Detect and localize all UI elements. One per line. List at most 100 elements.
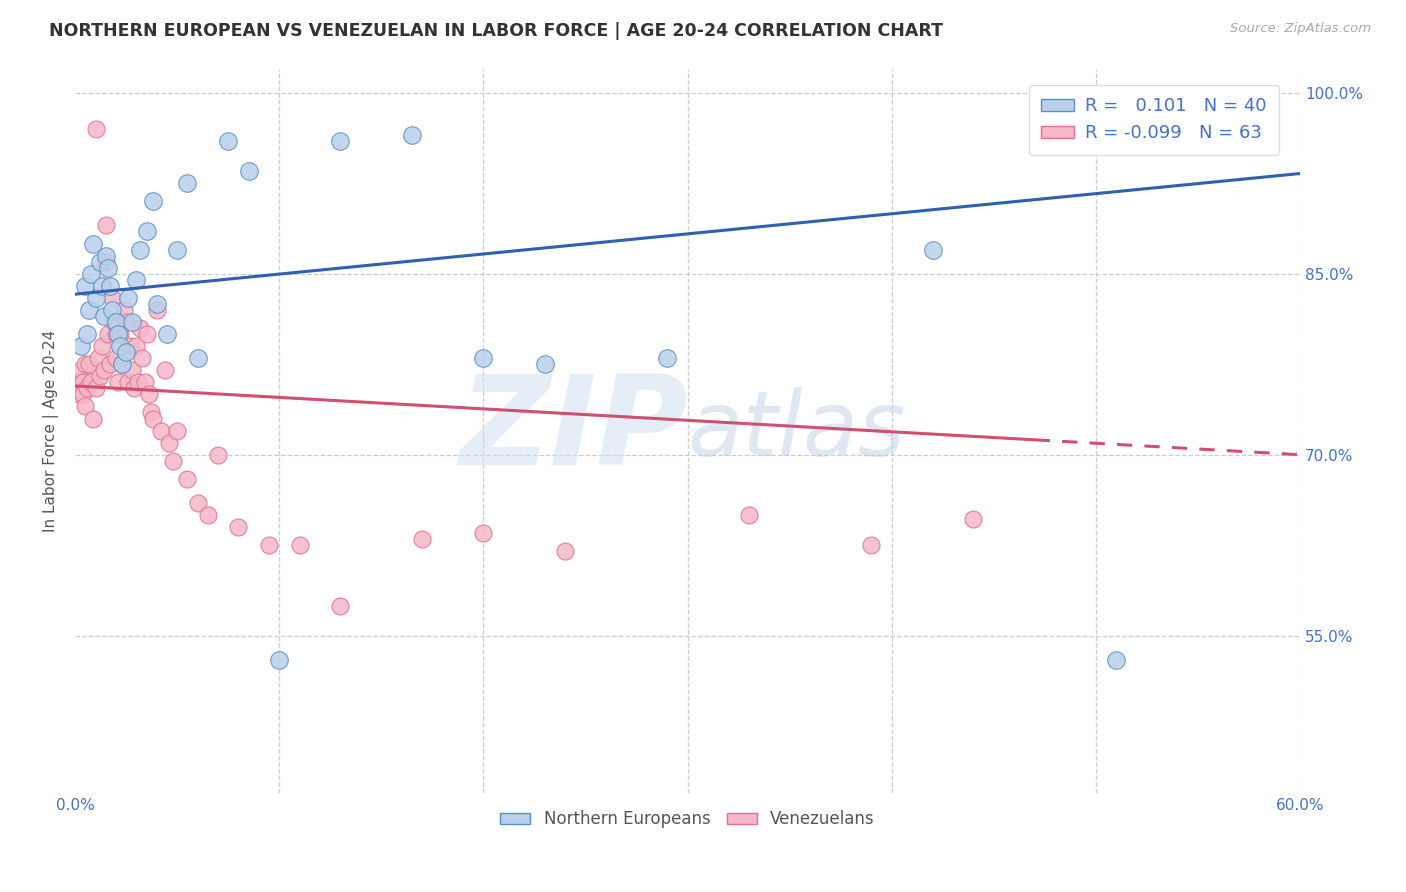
Point [75,278,97,293]
Point [655,351,678,366]
Point [94,254,117,268]
Point [166,424,188,438]
Point [228,520,250,534]
Point [111,357,134,371]
Point [238,164,260,178]
Point [149,424,172,438]
Point [329,599,352,613]
Point [135,224,157,238]
Point [66,376,89,390]
Point [67,387,90,401]
Legend: Northern Europeans, Venezuelans: Northern Europeans, Venezuelans [494,804,882,835]
Point [72,387,94,401]
Point [115,315,138,329]
Point [962,511,984,525]
Point [472,351,495,366]
Point [860,538,883,552]
Point [401,128,423,142]
Point [97,260,120,275]
Point [921,243,943,257]
Point [111,357,134,371]
Point [1105,653,1128,667]
Point [76,381,98,395]
Point [117,291,139,305]
Point [129,321,152,335]
Point [108,326,131,341]
Point [104,326,127,341]
Text: atlas: atlas [688,386,905,475]
Point [103,315,125,329]
Point [288,538,311,552]
Point [121,315,143,329]
Point [125,273,148,287]
Point [107,326,129,341]
Point [411,532,433,546]
Point [84,291,107,305]
Point [138,387,160,401]
Point [554,544,576,558]
Point [145,302,167,317]
Point [107,376,129,390]
Point [207,448,229,462]
Point [162,454,184,468]
Point [97,326,120,341]
Point [472,526,495,541]
Point [187,351,209,366]
Point [738,508,761,522]
Point [90,278,112,293]
Point [72,376,94,390]
Point [142,411,165,425]
Point [257,538,280,552]
Text: ZIP: ZIP [458,370,688,491]
Point [70,339,93,353]
Point [187,496,209,510]
Point [93,309,115,323]
Point [121,363,143,377]
Point [104,315,127,329]
Point [176,472,198,486]
Text: Source: ZipAtlas.com: Source: ZipAtlas.com [1230,22,1371,36]
Point [108,339,131,353]
Point [217,134,239,148]
Point [131,351,153,366]
Point [176,176,198,190]
Point [112,302,135,317]
Point [98,278,121,293]
Point [89,254,111,268]
Point [86,351,108,366]
Point [84,381,107,395]
Point [89,369,111,384]
Point [101,302,124,317]
Point [98,357,121,371]
Point [134,376,156,390]
Point [101,291,124,305]
Point [120,339,142,353]
Point [125,339,148,353]
Point [70,363,93,377]
Point [124,381,146,395]
Point [129,243,152,257]
Point [127,376,149,390]
Point [157,435,180,450]
Point [329,134,352,148]
Point [84,121,107,136]
Point [90,339,112,353]
Point [117,376,139,390]
Point [82,236,104,251]
Point [115,345,138,359]
Point [156,326,179,341]
Point [269,653,291,667]
Point [79,302,101,317]
Point [94,249,117,263]
Point [135,326,157,341]
Point [139,405,162,419]
Point [76,326,98,341]
Point [166,243,188,257]
Point [153,363,176,377]
Point [104,351,127,366]
Point [82,411,104,425]
Point [94,219,117,233]
Text: NORTHERN EUROPEAN VS VENEZUELAN IN LABOR FORCE | AGE 20-24 CORRELATION CHART: NORTHERN EUROPEAN VS VENEZUELAN IN LABOR… [49,22,943,40]
Y-axis label: In Labor Force | Age 20-24: In Labor Force | Age 20-24 [44,329,59,532]
Point [80,267,103,281]
